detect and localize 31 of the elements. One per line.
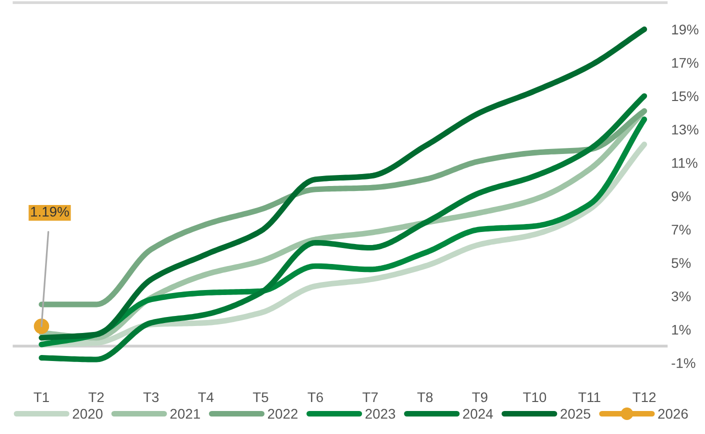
x-tick-label: T7	[362, 392, 378, 402]
legend-label: 2020	[72, 408, 102, 419]
y-tick-label: 9%	[672, 191, 691, 202]
legend-label: 2023	[366, 408, 396, 419]
y-tick-label: 13%	[672, 124, 698, 135]
y-tick-label: 19%	[672, 24, 698, 34]
y-tick-label: -1%	[672, 358, 696, 368]
x-tick-label: T10	[523, 392, 546, 402]
y-tick-label: 15%	[672, 91, 698, 102]
legend-label: 2026	[658, 408, 688, 419]
x-tick-label: T8	[417, 392, 433, 402]
y-tick-label: 5%	[672, 258, 691, 268]
x-tick-label: T4	[198, 392, 214, 402]
legend-label: 2021	[170, 408, 200, 419]
y-tick-label: 1%	[672, 324, 691, 335]
legend-label: 2024	[463, 408, 493, 419]
legend-label: 2025	[560, 408, 590, 419]
x-tick-label: T12	[632, 392, 656, 402]
legend-label: 2022	[268, 408, 298, 419]
x-tick-label: T9	[472, 392, 488, 402]
x-tick-label: T6	[308, 392, 323, 402]
x-tick-label: T11	[578, 392, 600, 402]
y-tick-label: 17%	[672, 58, 698, 68]
data-label: 1.19%	[31, 206, 69, 217]
y-tick-label: 11%	[672, 158, 698, 168]
x-tick-label: T2	[88, 392, 104, 402]
x-tick-label: T3	[143, 392, 159, 402]
y-tick-label: 3%	[672, 291, 691, 302]
x-tick-label: T1	[34, 392, 49, 402]
x-tick-label: T5	[252, 392, 268, 402]
y-tick-label: 7%	[672, 224, 691, 235]
